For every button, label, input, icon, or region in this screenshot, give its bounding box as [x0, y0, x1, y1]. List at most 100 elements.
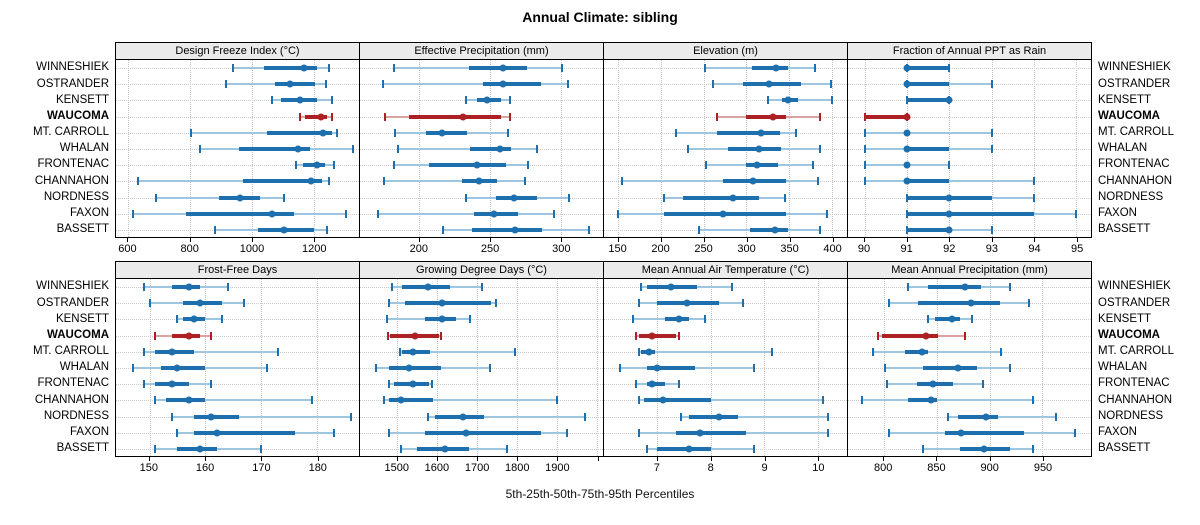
percentile-row-winneshiek — [604, 60, 847, 76]
panel-title: Elevation (m) — [603, 42, 848, 60]
whisker-cap — [675, 128, 678, 137]
axis-tick — [818, 457, 820, 461]
box-25-75 — [881, 333, 938, 338]
whisker-5-95 — [907, 83, 992, 86]
row-label-winneshiek: WINNESHIEK — [1098, 280, 1171, 293]
whisker-cap — [818, 144, 821, 153]
whisker-cap — [888, 299, 891, 308]
percentile-row-faxon — [360, 425, 603, 441]
percentile-row-ostrander — [360, 295, 603, 311]
median-dot — [719, 210, 727, 218]
percentile-row-ostrander — [848, 76, 1091, 92]
row-label-bassett: BASSETT — [1098, 442, 1151, 455]
percentile-row-channahon — [116, 392, 359, 408]
whisker-cap — [1032, 193, 1035, 202]
median-dot — [980, 445, 988, 453]
percentile-row-nordness — [604, 408, 847, 424]
whisker-cap — [148, 299, 151, 308]
median-dot — [317, 113, 325, 121]
whisker-cap — [1008, 363, 1011, 372]
percentile-row-waucoma — [848, 328, 1091, 344]
row-label-kensett: KENSETT — [1098, 312, 1152, 325]
whisker-5-95 — [143, 350, 278, 353]
percentile-row-whalan — [604, 360, 847, 376]
axis-tick — [1034, 238, 1036, 242]
row-label-mt-carroll: MT. CARROLL — [1098, 126, 1175, 139]
gridline-y — [116, 319, 359, 321]
box-25-75 — [934, 317, 960, 322]
median-dot — [268, 210, 276, 218]
axis-tick-label: 1000 — [239, 243, 265, 255]
box-25-75 — [864, 114, 908, 119]
whisker-5-95 — [861, 399, 1033, 402]
box-25-75 — [727, 146, 782, 151]
gridline-x — [1033, 60, 1035, 237]
percentile-row-frontenac — [848, 376, 1091, 392]
median-dot — [765, 80, 773, 88]
axis-tick-label: 9 — [761, 462, 768, 474]
axis-tick-label: 180 — [308, 462, 327, 474]
gridline-y — [848, 335, 1091, 337]
whisker-cap — [677, 380, 680, 389]
median-dot — [729, 194, 737, 202]
whisker-cap — [970, 315, 973, 324]
median-dot — [945, 96, 953, 104]
box-25-75 — [388, 365, 442, 370]
panel-band-bottom: WINNESHIEK OSTRANDER KENSETT WAUCOMA MT. CAR… — [0, 261, 1200, 480]
median-dot — [929, 380, 937, 388]
x-axis-growing-degree-days-c: 1500 1600 1700 1800 1900 — [359, 457, 604, 480]
gridline-x — [618, 60, 620, 237]
whisker-cap — [741, 299, 744, 308]
gridline-x — [817, 279, 819, 456]
axis-tick — [517, 457, 519, 461]
percentile-row-waucoma — [604, 328, 847, 344]
whisker-cap — [1055, 412, 1058, 421]
whisker-cap — [282, 193, 285, 202]
whisker-cap — [383, 177, 386, 186]
plot-area-design-freeze-index-c — [115, 60, 360, 238]
whisker-cap — [399, 347, 402, 356]
median-dot — [903, 177, 911, 185]
median-dot — [945, 226, 953, 234]
percentile-row-kensett — [604, 311, 847, 327]
whisker-cap — [635, 331, 638, 340]
median-dot — [645, 348, 653, 356]
axis-tick — [710, 457, 712, 461]
percentile-row-nordness — [360, 408, 603, 424]
box-25-75 — [746, 114, 787, 119]
box-25-75 — [928, 285, 982, 290]
percentile-row-nordness — [848, 408, 1091, 424]
whisker-cap — [1032, 177, 1035, 186]
gridline-y — [848, 100, 1091, 102]
gridline-x — [556, 279, 558, 456]
axis-tick — [205, 457, 207, 461]
axis-tick-label: 94 — [1028, 243, 1041, 255]
axis-tick — [477, 457, 479, 461]
whisker-cap — [826, 209, 829, 218]
whisker-cap — [426, 412, 429, 421]
whisker-cap — [495, 299, 498, 308]
axis-tick-label: 400 — [823, 243, 842, 255]
whisker-cap — [982, 380, 985, 389]
whisker-cap — [154, 331, 157, 340]
box-25-75 — [470, 146, 512, 151]
box-25-75 — [917, 301, 1001, 306]
whisker-cap — [637, 299, 640, 308]
whisker-5-95 — [171, 415, 351, 418]
median-dot — [397, 396, 405, 404]
whisker-cap — [328, 64, 331, 73]
whisker-cap — [883, 363, 886, 372]
whisker-5-95 — [398, 147, 537, 150]
whisker-cap — [226, 283, 229, 292]
row-label-frontenac: FRONTENAC — [1098, 377, 1170, 390]
median-dot — [659, 396, 667, 404]
percentile-row-kensett — [848, 311, 1091, 327]
axis-tick — [557, 457, 559, 461]
percentile-row-winneshiek — [116, 60, 359, 76]
gridline-y — [360, 319, 603, 321]
whisker-cap — [886, 380, 889, 389]
whisker-cap — [1031, 396, 1034, 405]
plot-area-effective-precipitation-mm — [359, 60, 604, 238]
whisker-cap — [524, 177, 527, 186]
axis-tick — [561, 238, 563, 242]
